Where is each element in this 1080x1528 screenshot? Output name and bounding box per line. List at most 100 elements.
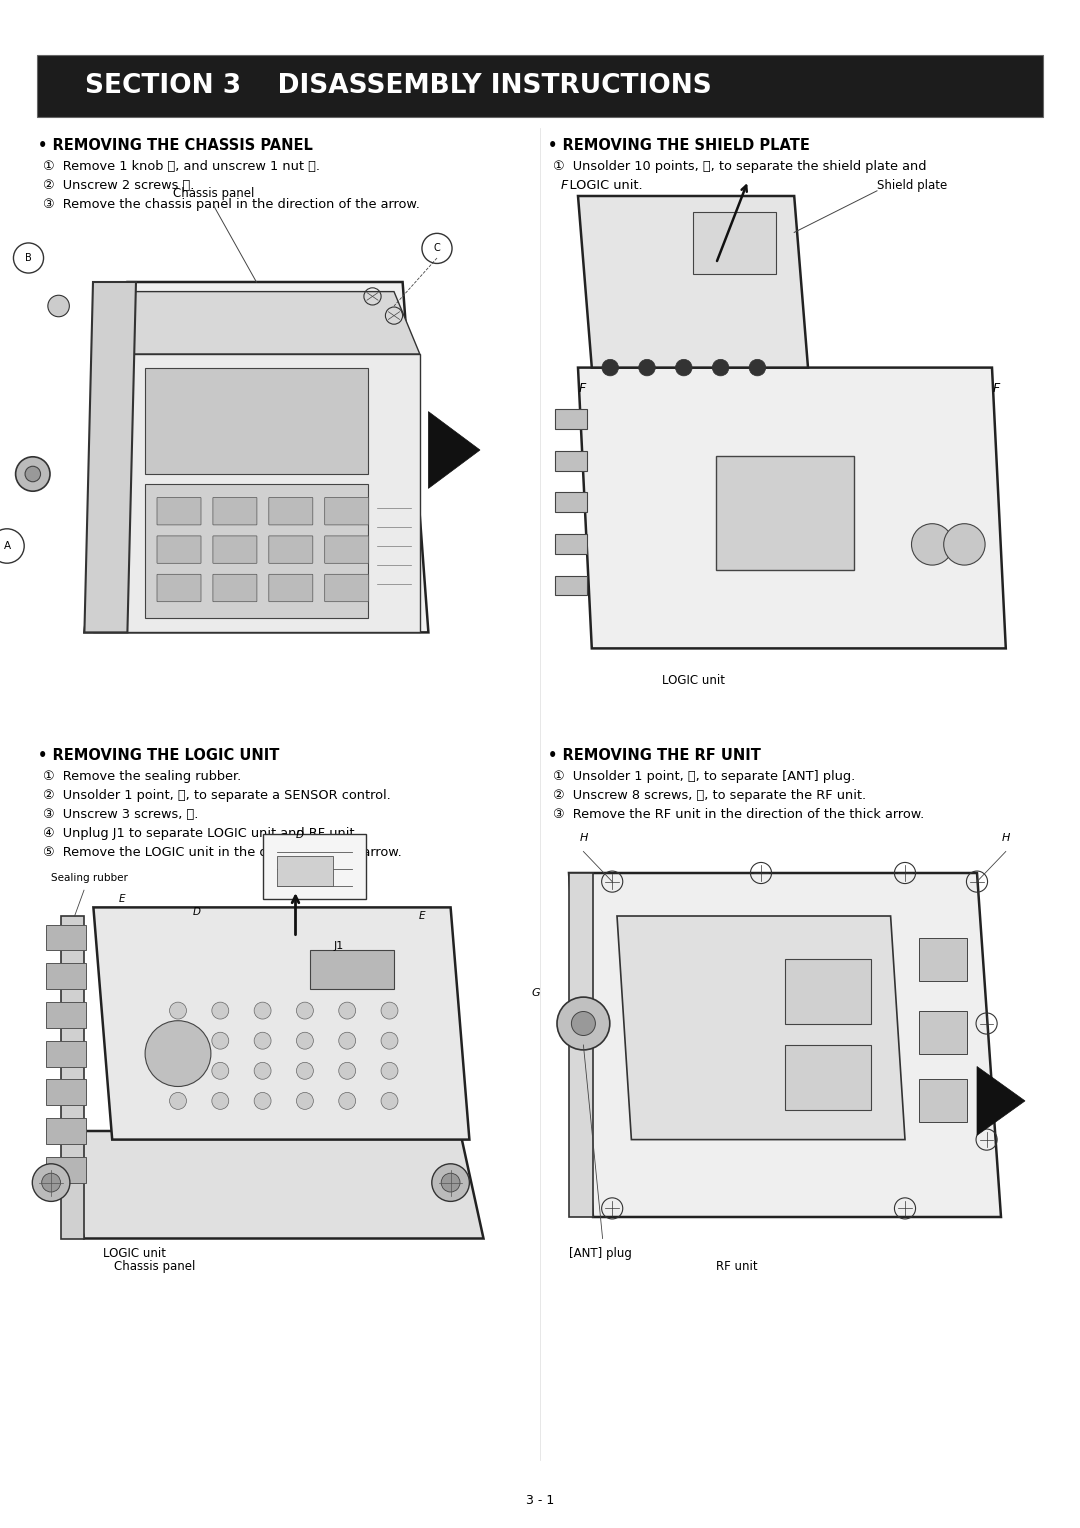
Circle shape	[432, 1164, 470, 1201]
Text: G: G	[531, 989, 540, 998]
Circle shape	[675, 359, 692, 376]
FancyBboxPatch shape	[716, 455, 854, 570]
Polygon shape	[617, 915, 905, 1140]
Polygon shape	[84, 283, 429, 633]
Text: D: D	[296, 830, 305, 840]
FancyBboxPatch shape	[276, 856, 333, 886]
Text: H: H	[1001, 833, 1010, 843]
FancyBboxPatch shape	[46, 1157, 86, 1183]
FancyBboxPatch shape	[46, 924, 86, 950]
FancyBboxPatch shape	[269, 575, 313, 602]
FancyBboxPatch shape	[157, 575, 201, 602]
Circle shape	[212, 1002, 229, 1019]
FancyBboxPatch shape	[46, 1002, 86, 1028]
Polygon shape	[93, 908, 470, 1140]
FancyBboxPatch shape	[157, 536, 201, 564]
Polygon shape	[977, 1067, 1025, 1135]
FancyBboxPatch shape	[269, 498, 313, 526]
FancyBboxPatch shape	[325, 536, 368, 564]
Circle shape	[713, 359, 729, 376]
Text: ③  Unscrew 3 screws, ⓔ.: ③ Unscrew 3 screws, ⓔ.	[43, 808, 199, 821]
Circle shape	[571, 1012, 595, 1036]
FancyBboxPatch shape	[37, 55, 1043, 118]
Text: Chassis panel: Chassis panel	[113, 1261, 195, 1273]
Polygon shape	[569, 872, 593, 1216]
Text: ②  Unsolder 1 point, ⓓ, to separate a SENSOR control.: ② Unsolder 1 point, ⓓ, to separate a SEN…	[43, 788, 391, 802]
Text: • REMOVING THE RF UNIT: • REMOVING THE RF UNIT	[548, 749, 761, 762]
Circle shape	[339, 1002, 355, 1019]
Text: F: F	[993, 382, 1000, 394]
Circle shape	[254, 1093, 271, 1109]
Text: ②  Unscrew 2 screws Ⓒ.: ② Unscrew 2 screws Ⓒ.	[43, 179, 194, 193]
Text: F: F	[561, 179, 568, 193]
Circle shape	[42, 1174, 60, 1192]
Polygon shape	[145, 483, 368, 617]
FancyBboxPatch shape	[555, 410, 588, 429]
Text: C: C	[434, 243, 441, 254]
FancyBboxPatch shape	[919, 1010, 968, 1054]
Polygon shape	[145, 368, 368, 474]
Text: F: F	[579, 382, 586, 394]
FancyBboxPatch shape	[693, 211, 775, 274]
FancyBboxPatch shape	[46, 1079, 86, 1105]
FancyBboxPatch shape	[213, 536, 257, 564]
Circle shape	[381, 1033, 397, 1050]
Polygon shape	[569, 872, 1001, 1216]
Circle shape	[32, 1164, 70, 1201]
Polygon shape	[93, 292, 420, 354]
Text: ①  Unsolder 1 point, ⓖ, to separate [ANT] plug.: ① Unsolder 1 point, ⓖ, to separate [ANT]…	[553, 770, 855, 782]
Text: ①  Remove the sealing rubber.: ① Remove the sealing rubber.	[43, 770, 241, 782]
Circle shape	[602, 359, 619, 376]
Circle shape	[750, 359, 766, 376]
Circle shape	[339, 1093, 355, 1109]
Text: • REMOVING THE LOGIC UNIT: • REMOVING THE LOGIC UNIT	[38, 749, 280, 762]
Circle shape	[25, 466, 41, 481]
Circle shape	[381, 1002, 397, 1019]
Text: 3 - 1: 3 - 1	[526, 1493, 554, 1507]
Text: B: B	[25, 254, 32, 263]
Circle shape	[254, 1002, 271, 1019]
Circle shape	[212, 1093, 229, 1109]
Circle shape	[212, 1033, 229, 1050]
Text: RF unit: RF unit	[716, 1261, 758, 1273]
Circle shape	[212, 1062, 229, 1079]
Text: J1: J1	[333, 941, 343, 950]
Text: ⑤  Remove the LOGIC unit in the direction of the arrow.: ⑤ Remove the LOGIC unit in the direction…	[43, 847, 402, 859]
Circle shape	[638, 359, 656, 376]
Text: LOGIC unit.: LOGIC unit.	[553, 179, 643, 193]
FancyBboxPatch shape	[325, 498, 368, 526]
Polygon shape	[429, 411, 480, 489]
FancyBboxPatch shape	[555, 492, 588, 512]
FancyBboxPatch shape	[919, 938, 968, 981]
Text: A: A	[3, 541, 11, 552]
Polygon shape	[578, 368, 1005, 648]
Circle shape	[339, 1033, 355, 1050]
Text: SECTION 3    DISASSEMBLY INSTRUCTIONS: SECTION 3 DISASSEMBLY INSTRUCTIONS	[85, 73, 712, 99]
Text: • REMOVING THE CHASSIS PANEL: • REMOVING THE CHASSIS PANEL	[38, 138, 313, 153]
Text: Chassis panel: Chassis panel	[173, 188, 254, 200]
FancyBboxPatch shape	[157, 498, 201, 526]
Text: E: E	[119, 894, 125, 903]
Polygon shape	[60, 915, 84, 1239]
Circle shape	[170, 1033, 187, 1050]
FancyBboxPatch shape	[555, 533, 588, 553]
Text: ③  Remove the chassis panel in the direction of the arrow.: ③ Remove the chassis panel in the direct…	[43, 199, 420, 211]
FancyBboxPatch shape	[310, 950, 394, 989]
Circle shape	[557, 998, 610, 1050]
FancyBboxPatch shape	[325, 575, 368, 602]
Circle shape	[48, 295, 69, 316]
Polygon shape	[93, 354, 420, 633]
FancyBboxPatch shape	[213, 575, 257, 602]
FancyBboxPatch shape	[213, 498, 257, 526]
Text: H: H	[579, 833, 588, 843]
Circle shape	[381, 1062, 397, 1079]
Text: LOGIC unit: LOGIC unit	[661, 674, 725, 688]
Circle shape	[442, 1174, 460, 1192]
Text: D: D	[193, 908, 201, 917]
Circle shape	[296, 1062, 313, 1079]
Circle shape	[296, 1093, 313, 1109]
Polygon shape	[84, 283, 136, 633]
Circle shape	[912, 524, 953, 565]
FancyBboxPatch shape	[555, 576, 588, 596]
Text: • REMOVING THE SHIELD PLATE: • REMOVING THE SHIELD PLATE	[548, 138, 810, 153]
